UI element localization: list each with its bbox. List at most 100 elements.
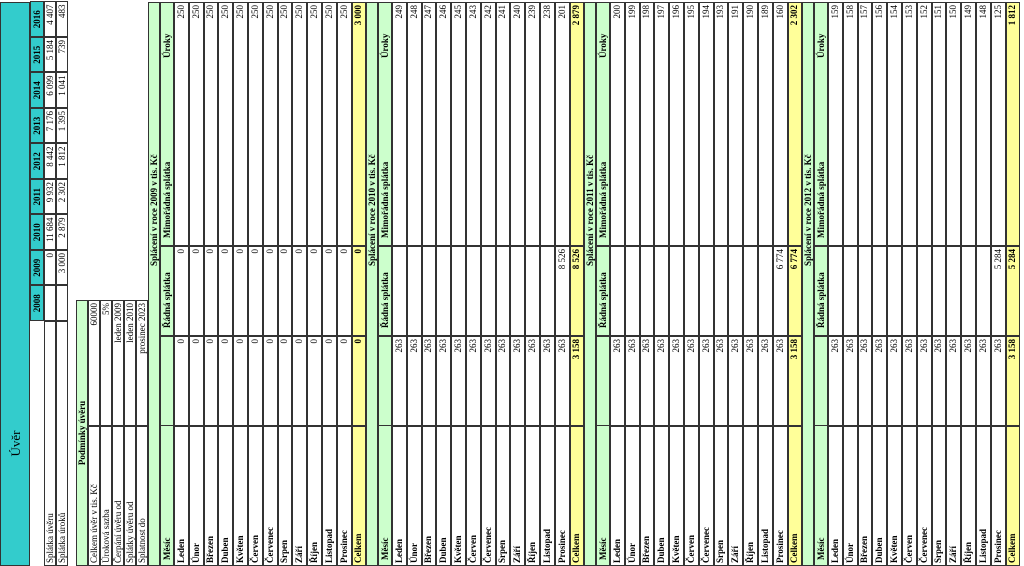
column-line — [596, 336, 610, 426]
value-cell: 191 — [728, 2, 744, 246]
value-cell: 194 — [698, 2, 714, 246]
value-cell: 248 — [406, 2, 422, 246]
value-cell: 197 — [654, 2, 670, 246]
value-cell: 11 684 — [44, 214, 56, 250]
row-label: Splátka úvěru — [44, 321, 56, 566]
value-cell: 9 932 — [44, 179, 56, 215]
value-cell: 0 — [248, 246, 263, 336]
title: Úvěr — [7, 430, 23, 457]
column-header: Měsíc — [379, 537, 390, 561]
value-cell: 249 — [392, 2, 407, 246]
value-cell — [639, 246, 655, 336]
value-cell: 263 — [654, 336, 670, 426]
block-title: Splácení v roce 2009 v tis. Kč — [148, 154, 159, 266]
value-cell: 6 774 — [772, 246, 788, 336]
column-header: Úroky — [379, 33, 390, 58]
month-label: Červen — [248, 426, 263, 566]
month-label: Duben — [872, 426, 888, 566]
month-label: Květen — [451, 426, 466, 566]
value-cell — [56, 285, 68, 321]
value-cell: 154 — [887, 2, 902, 246]
value-cell — [758, 246, 773, 336]
month-label: Únor — [624, 426, 640, 566]
month-label: Prosinec — [554, 426, 570, 566]
value-cell: 263 — [961, 336, 976, 426]
value-cell: 0 — [307, 336, 322, 426]
month-label: Březen — [857, 426, 873, 566]
value-cell: 0 — [233, 246, 248, 336]
value-cell: 241 — [495, 2, 511, 246]
value-cell: 263 — [495, 336, 511, 426]
year-header: 2014 — [30, 72, 44, 108]
total-value: 6 774 — [787, 246, 803, 336]
month-label: Březen — [421, 426, 437, 566]
value-cell: 263 — [976, 336, 991, 426]
value-cell: 0 — [277, 336, 293, 426]
value-cell — [743, 246, 758, 336]
year-header: 2016 — [30, 1, 44, 37]
month-label: Srpen — [495, 426, 511, 566]
condition-value: prosinec 2023 — [136, 300, 148, 426]
year-header: 2011 — [30, 179, 44, 215]
block-title: Splácení v roce 2012 v tis. Kč — [802, 154, 813, 266]
value-cell: 483 — [56, 1, 68, 37]
value-cell: 263 — [872, 336, 888, 426]
month-label: Prosinec — [990, 426, 1006, 566]
month-label: Srpen — [713, 426, 729, 566]
value-cell: 0 — [322, 246, 337, 336]
value-cell: 250 — [307, 2, 322, 246]
value-cell — [872, 246, 888, 336]
value-cell: 150 — [946, 2, 962, 246]
value-cell: 8 526 — [554, 246, 570, 336]
column-header: Úroky — [597, 33, 608, 58]
month-label: Duben — [218, 426, 234, 566]
total-value: 3 158 — [569, 336, 585, 426]
value-cell: 148 — [976, 2, 991, 246]
value-cell — [669, 246, 684, 336]
month-label: Březen — [203, 426, 219, 566]
total-label: Celkem — [1005, 426, 1021, 566]
value-cell: 263 — [610, 336, 625, 426]
value-cell — [44, 285, 56, 321]
column-header: Úroky — [815, 33, 826, 58]
column-header: Měsíc — [161, 537, 172, 561]
value-cell: 250 — [292, 2, 308, 246]
value-cell: 6 099 — [44, 72, 56, 108]
value-cell: 5 284 — [990, 246, 1006, 336]
value-cell: 159 — [828, 2, 843, 246]
value-cell: 263 — [540, 336, 555, 426]
month-label: Únor — [406, 426, 422, 566]
value-cell: 263 — [639, 336, 655, 426]
value-cell: 1 041 — [56, 72, 68, 108]
value-cell: 195 — [684, 2, 699, 246]
month-label: Listopad — [540, 426, 555, 566]
value-cell — [624, 246, 640, 336]
month-label: Leden — [392, 426, 407, 566]
value-cell: 240 — [510, 2, 526, 246]
year-header: 2008 — [30, 285, 44, 321]
column-header: Řádná splátka — [379, 272, 390, 328]
month-label: Září — [510, 426, 526, 566]
value-cell: 0 — [336, 336, 352, 426]
value-cell: 245 — [451, 2, 466, 246]
month-label: Leden — [174, 426, 189, 566]
value-cell: 263 — [624, 336, 640, 426]
value-cell — [480, 246, 496, 336]
value-cell: 8 442 — [44, 143, 56, 179]
value-cell: 250 — [218, 2, 234, 246]
value-cell: 0 — [174, 246, 189, 336]
value-cell — [610, 246, 625, 336]
value-cell: 0 — [262, 336, 278, 426]
month-label: Listopad — [976, 426, 991, 566]
value-cell — [421, 246, 437, 336]
value-cell — [392, 246, 407, 336]
value-cell: 5 184 — [44, 37, 56, 73]
condition-label: Splatnost do — [136, 426, 148, 566]
value-cell: 239 — [525, 2, 540, 246]
value-cell: 0 — [277, 246, 293, 336]
value-cell: 7 176 — [44, 108, 56, 144]
value-cell: 0 — [322, 336, 337, 426]
month-label: Duben — [436, 426, 452, 566]
value-cell — [713, 246, 729, 336]
month-label: Srpen — [277, 426, 293, 566]
